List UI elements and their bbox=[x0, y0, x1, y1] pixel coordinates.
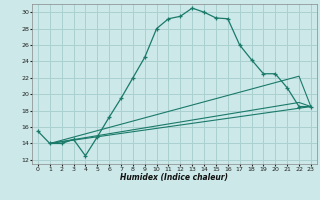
X-axis label: Humidex (Indice chaleur): Humidex (Indice chaleur) bbox=[120, 173, 228, 182]
